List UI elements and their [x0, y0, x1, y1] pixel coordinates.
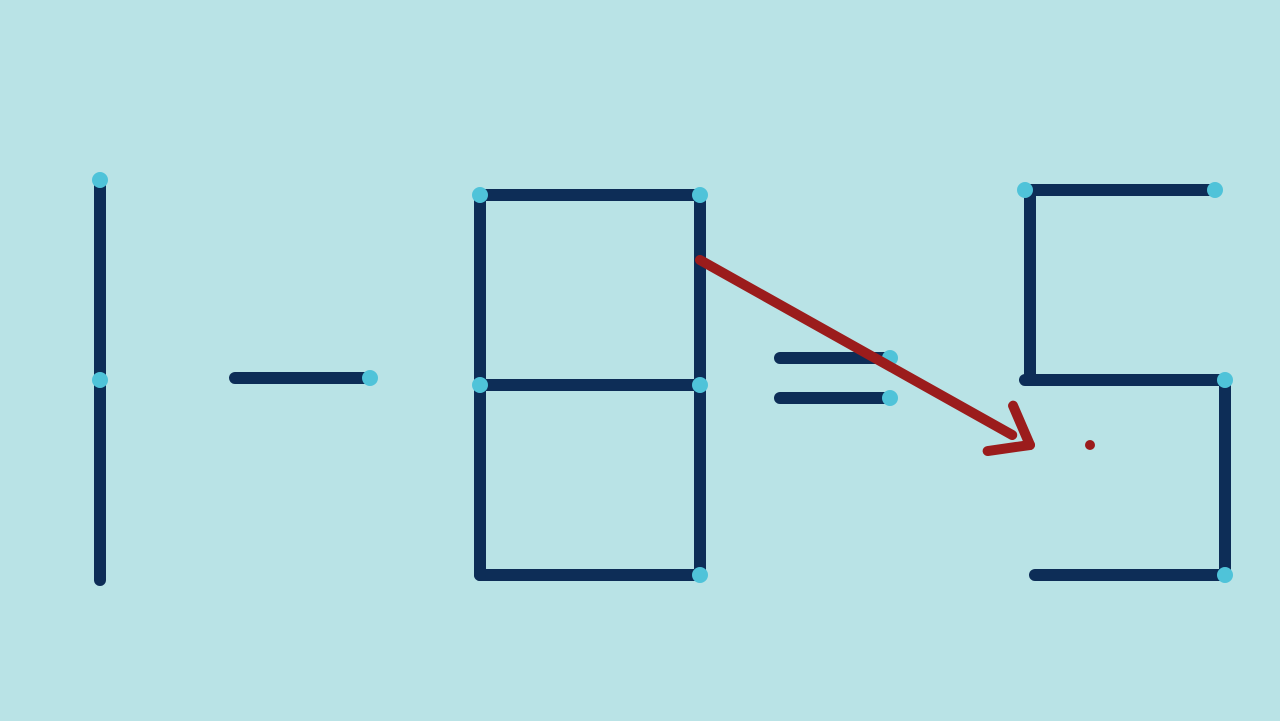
match-head — [692, 567, 708, 583]
background — [0, 0, 1280, 721]
match-head — [92, 372, 108, 388]
minus — [235, 370, 378, 386]
match-head — [1217, 372, 1233, 388]
match-head — [692, 377, 708, 393]
matchstick-puzzle — [0, 0, 1280, 721]
match-head — [1217, 567, 1233, 583]
match-head — [882, 390, 898, 406]
match-head — [692, 187, 708, 203]
match-head — [1207, 182, 1223, 198]
match-head — [362, 370, 378, 386]
annotation-dot — [1085, 440, 1095, 450]
one — [92, 172, 108, 580]
match-head — [472, 187, 488, 203]
match-head — [1017, 182, 1033, 198]
match-head — [92, 172, 108, 188]
match-head — [472, 377, 488, 393]
